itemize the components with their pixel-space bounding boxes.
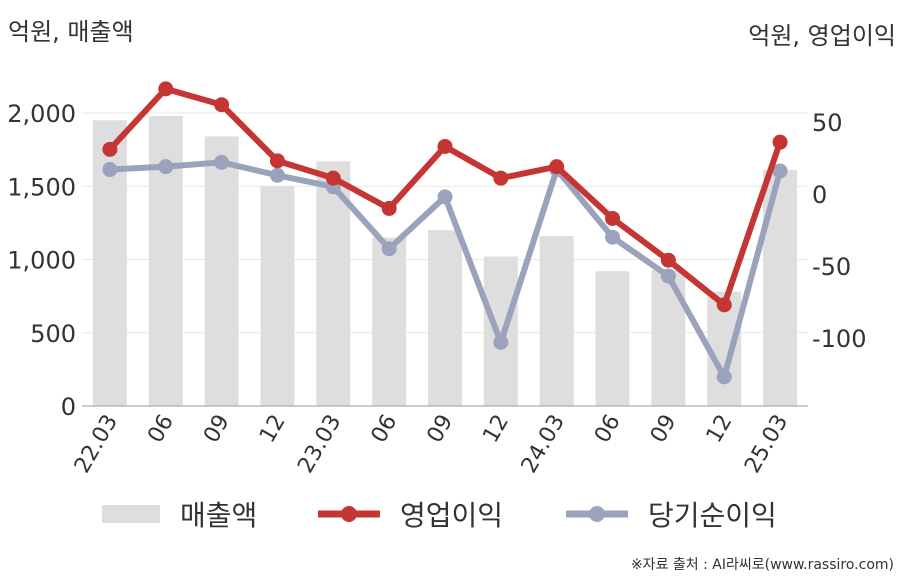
x-tick-label: 06	[143, 411, 179, 448]
x-tick-label: 22.03	[70, 411, 123, 478]
bar-sales	[595, 271, 630, 406]
point-operating-profit	[660, 252, 676, 268]
bar-sales	[260, 186, 295, 406]
x-tick-label: 09	[423, 411, 459, 448]
bar-sales	[372, 237, 407, 406]
left-tick-label: 2,000	[7, 100, 76, 128]
point-net-income	[437, 189, 453, 205]
right-tick-label: 0	[812, 181, 827, 209]
point-operating-profit	[158, 81, 174, 97]
x-tick-label: 09	[646, 411, 682, 448]
x-tick-label: 09	[199, 411, 235, 448]
legend-item-sales: 매출액	[102, 492, 257, 536]
right-tick-label: -50	[812, 253, 851, 281]
bar-sales	[483, 256, 518, 406]
bar-sales	[204, 136, 239, 406]
point-operating-profit	[605, 210, 621, 226]
point-net-income	[381, 241, 397, 257]
source-note: ※자료 출처 : AI라씨로(www.rassiro.com)	[630, 557, 894, 573]
x-tick-label: 12	[478, 411, 514, 448]
point-net-income	[660, 268, 676, 284]
legend-item-operating-profit: 영업이익	[318, 492, 503, 536]
point-net-income	[102, 162, 118, 178]
legend-swatch-operating-profit	[318, 506, 380, 522]
point-net-income	[716, 369, 732, 385]
point-operating-profit	[493, 170, 509, 186]
left-tick-label: 500	[30, 320, 76, 348]
point-operating-profit	[269, 153, 285, 169]
point-operating-profit	[381, 200, 397, 216]
bar-sales	[651, 269, 686, 406]
legend: 매출액 영업이익 당기순이익	[0, 492, 908, 536]
x-tick-label: 12	[255, 411, 291, 448]
point-net-income	[772, 163, 788, 179]
right-tick-label: 50	[812, 109, 843, 137]
legend-item-net-income: 당기순이익	[566, 492, 777, 536]
legend-swatch-sales	[102, 505, 160, 523]
point-operating-profit	[772, 134, 788, 150]
bar-sales	[539, 236, 574, 406]
point-operating-profit	[716, 297, 732, 313]
point-operating-profit	[325, 170, 341, 186]
x-tick-label: 25.03	[740, 411, 793, 478]
point-operating-profit	[549, 159, 565, 175]
bar-sales	[428, 230, 462, 406]
left-tick-label: 1,500	[7, 173, 76, 201]
x-tick-label: 06	[590, 411, 626, 448]
right-axis-title: 억원, 영업이익	[748, 22, 896, 50]
left-tick-label: 1,000	[7, 247, 76, 275]
legend-label-operating-profit: 영업이익	[400, 499, 504, 532]
x-tick-label: 06	[367, 411, 403, 448]
x-tick-label: 24.03	[517, 411, 570, 478]
x-tick-label: 12	[702, 411, 738, 448]
point-net-income	[214, 154, 230, 170]
legend-label-net-income: 당기순이익	[648, 499, 777, 532]
point-operating-profit	[437, 138, 453, 154]
left-tick-label: 0	[61, 393, 76, 421]
point-net-income	[269, 167, 285, 183]
right-tick-label: -100	[812, 325, 866, 353]
point-operating-profit	[214, 97, 230, 113]
left-axis-title: 억원, 매출액	[8, 18, 134, 46]
point-net-income	[493, 334, 509, 350]
point-net-income	[605, 229, 621, 245]
legend-swatch-net-income	[566, 506, 628, 522]
legend-label-sales: 매출액	[180, 499, 258, 532]
point-operating-profit	[102, 141, 118, 157]
x-tick-label: 23.03	[293, 411, 346, 478]
point-net-income	[158, 159, 174, 175]
